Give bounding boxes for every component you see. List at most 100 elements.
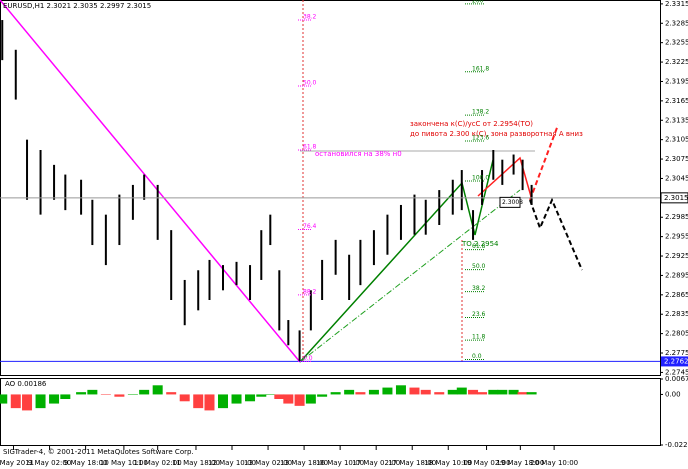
ao-bar bbox=[456, 387, 467, 395]
y-tick-label: 2.3315 bbox=[665, 0, 688, 8]
wave-line bbox=[477, 156, 533, 201]
ao-bar bbox=[330, 392, 341, 395]
ao-bar bbox=[256, 394, 267, 397]
low-price-label: 2.2762 bbox=[664, 357, 688, 365]
fib-label: 161.8 bbox=[472, 65, 489, 72]
ao-bar bbox=[139, 389, 150, 395]
ao-bar bbox=[477, 392, 488, 395]
fib-label: 0.0 bbox=[303, 355, 313, 362]
main-frame bbox=[0, 0, 661, 376]
ao-bar bbox=[179, 394, 190, 402]
forecast-line bbox=[529, 124, 559, 201]
ao-bar bbox=[526, 392, 537, 395]
y-tick-label: 0.00676 bbox=[665, 375, 688, 383]
fib-label: 61.8 bbox=[303, 144, 317, 151]
fib-label: 100.0 bbox=[472, 175, 489, 182]
y-tick-label: 2.3195 bbox=[665, 77, 688, 85]
ao-bar bbox=[60, 394, 71, 399]
low-price-box bbox=[661, 356, 688, 367]
x-tick-label: 17 May 02:00 bbox=[352, 459, 400, 467]
indicator-frame bbox=[0, 378, 661, 446]
y-tick-label: 2.2925 bbox=[665, 252, 688, 260]
x-tick-label: 11 May 02:00 bbox=[134, 459, 182, 467]
current-price-box bbox=[660, 192, 688, 204]
x-tick-label: 13 May 02:00 bbox=[244, 459, 292, 467]
price-box bbox=[499, 196, 521, 208]
channel-line bbox=[299, 189, 521, 363]
y-tick-label: 2.2955 bbox=[665, 233, 688, 241]
ao-bar bbox=[218, 394, 229, 409]
annotation: закончена к(С)/усС от 2.2954(ТО) bbox=[410, 120, 533, 128]
ao-bar bbox=[35, 394, 46, 409]
y-tick-label: 2.2895 bbox=[665, 271, 688, 279]
ao-bar bbox=[382, 387, 393, 395]
x-tick-label: 20 May 10:00 bbox=[530, 459, 578, 467]
forecast-line bbox=[529, 197, 583, 271]
ao-bar bbox=[508, 389, 519, 395]
fib-label: 38.2 bbox=[472, 285, 486, 292]
annotation: остановился на 38% н0 bbox=[315, 150, 402, 158]
ao-bar bbox=[274, 394, 285, 399]
ao-bar bbox=[488, 389, 499, 395]
ao-bar bbox=[434, 392, 445, 395]
ao-bar bbox=[305, 394, 316, 404]
y-tick-label: 2.2865 bbox=[665, 291, 688, 299]
ao-bar bbox=[245, 394, 256, 402]
y-tick-label: 2.3285 bbox=[665, 19, 688, 27]
fib-label: 76.4 bbox=[303, 223, 317, 230]
y-tick-label: 2.3225 bbox=[665, 58, 688, 66]
fib-label: 123.6 bbox=[472, 134, 489, 141]
ao-bar bbox=[152, 385, 163, 395]
ao-bar bbox=[193, 394, 204, 409]
y-tick-label: 2.2805 bbox=[665, 330, 688, 338]
ao-bar bbox=[114, 394, 125, 397]
fib-label: 200 bbox=[472, 0, 484, 4]
ao-bar bbox=[204, 394, 215, 411]
ao-bar bbox=[294, 394, 305, 406]
y-tick-label: 2.2985 bbox=[665, 213, 688, 221]
fib-label: 11.8 bbox=[472, 334, 486, 341]
price-box-label: 2.3008 bbox=[502, 199, 523, 206]
y-tick-label: 2.3105 bbox=[665, 136, 688, 144]
y-tick-label: 2.3255 bbox=[665, 39, 688, 47]
x-tick-label: 12 May 10:00 bbox=[208, 459, 256, 467]
ao-bar bbox=[127, 394, 138, 395]
y-tick-label: 2.3075 bbox=[665, 155, 688, 163]
ao-bar bbox=[265, 394, 276, 395]
fib-label: 50.0 bbox=[303, 79, 317, 86]
ao-bar bbox=[420, 389, 431, 395]
ao-bar bbox=[22, 394, 33, 411]
ao-bar bbox=[76, 392, 87, 395]
ao-bar bbox=[0, 394, 8, 404]
fib-label: 38.2 bbox=[303, 14, 317, 21]
current-price-label: 2.3015 bbox=[664, 194, 688, 202]
x-tick-label: 9 May 02:00 bbox=[28, 459, 72, 467]
ao-bar bbox=[231, 394, 242, 404]
ao-bar bbox=[355, 392, 366, 395]
annotation: ТО 2.2954 bbox=[461, 240, 499, 248]
ao-bar bbox=[395, 385, 406, 395]
chart-title: EURUSD,H1 2.3021 2.3035 2.2997 2.3015 bbox=[3, 2, 151, 10]
fib-label: 23.6 bbox=[472, 311, 486, 318]
fib-label: 88.2 bbox=[303, 288, 317, 295]
ao-bar bbox=[87, 389, 98, 395]
x-tick-label: 6 May 2011 bbox=[0, 459, 34, 467]
x-tick-label: 16 May 10:00 bbox=[316, 459, 364, 467]
x-tick-label: 13 May 18:00 bbox=[280, 459, 328, 467]
fib-label: 61.8 bbox=[472, 243, 486, 250]
ao-bar bbox=[447, 389, 458, 395]
trend-line bbox=[0, 0, 301, 363]
ao-bar bbox=[368, 389, 379, 395]
annotation: до пивота 2.300 к(С), зона разворотная А… bbox=[410, 130, 583, 138]
y-tick-label: 2.2775 bbox=[665, 349, 688, 357]
fib-label: 0.0 bbox=[472, 353, 482, 360]
ao-bar bbox=[468, 389, 479, 395]
indicator-title: AO 0.00186 bbox=[5, 380, 47, 388]
x-tick-label: 18 May 10:00 bbox=[424, 459, 472, 467]
footer: SIGTrader-4, © 2001-2011 MetaQuotes Soft… bbox=[3, 448, 194, 456]
fib-label: 50.0 bbox=[472, 263, 486, 270]
y-tick-label: 0.00 bbox=[665, 390, 681, 398]
x-tick-label: 10 May 10:00 bbox=[100, 459, 148, 467]
